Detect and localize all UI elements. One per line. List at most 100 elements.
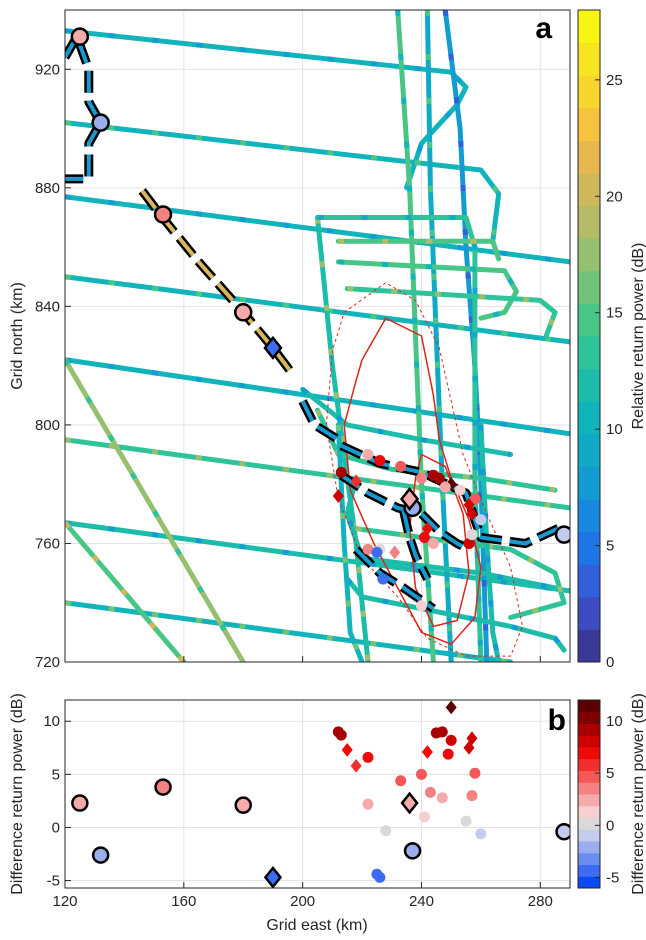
panel-letter-a: a	[535, 12, 552, 45]
colorbar-swatch-b	[578, 758, 600, 771]
colorbar-swatch-b	[578, 876, 600, 889]
marker-highlight	[399, 486, 420, 512]
colorbar-swatch-a	[578, 303, 600, 337]
ticks-b: 120 160 200 240 280 -5 0 5 10	[43, 713, 552, 910]
marker	[466, 506, 478, 521]
x-tick-label-b: 200	[290, 893, 315, 910]
contour-dashed	[325, 282, 524, 657]
colorbar-swatch-a	[578, 629, 600, 663]
marker	[377, 573, 389, 585]
x-tick-label-b: 120	[52, 893, 77, 910]
flight-track-variation	[424, 10, 454, 662]
panel-b: 120 160 200 240 280 -5 0 5 10 Grid east (km) Dif…	[9, 693, 646, 934]
marker	[421, 521, 433, 536]
y-tick-label-b: 0	[52, 819, 60, 836]
point	[415, 768, 427, 780]
flight-track-variation	[317, 215, 484, 662]
x-tick-label-b: 280	[528, 893, 553, 910]
panel-letter-b: b	[548, 704, 566, 737]
colorbar-swatch-a	[578, 140, 600, 174]
point	[436, 726, 448, 738]
colorbar-swatch-a	[578, 75, 600, 109]
colorbar-swatch-b	[578, 723, 600, 736]
x-tick-label-b: 160	[171, 893, 196, 910]
flight-track-variation	[345, 577, 567, 652]
colorbar-swatch-b	[578, 817, 600, 830]
segment-core	[401, 510, 430, 580]
colorbar-swatch-b	[578, 711, 600, 724]
marker-highlight	[263, 335, 283, 360]
colorbar-swatch-a	[578, 499, 600, 533]
colorbar-tick-label-a: 5	[606, 538, 614, 555]
point	[350, 758, 362, 773]
colorbar-frame-a	[577, 9, 601, 663]
marker-highlight	[233, 303, 253, 322]
y-tick-label-a: 920	[35, 61, 60, 78]
colorbar-swatch-a	[578, 564, 600, 598]
flight-track	[395, 10, 436, 662]
flight-track-variation	[301, 387, 512, 457]
colorbar-swatch-a	[578, 107, 600, 141]
flight-track-variation	[335, 424, 365, 662]
y-axis-label-a: Grid north (km)	[9, 282, 26, 390]
colorbar-swatch-a	[578, 205, 600, 239]
flight-track	[65, 357, 570, 437]
colorbar-tick-label-b: -5	[606, 870, 619, 887]
y-tick-label-a: 760	[35, 535, 60, 552]
point-highlight	[91, 846, 110, 864]
colorbar-frame-b	[577, 699, 601, 889]
segment-core	[140, 189, 293, 373]
flight-track	[335, 238, 502, 262]
segment-core	[340, 473, 470, 552]
y-tick-label-a: 840	[35, 298, 60, 315]
marker-highlight	[70, 27, 90, 46]
plot-frame-a	[64, 9, 571, 663]
y-tick-label-a: 880	[35, 180, 60, 197]
y-tick-label-a: 720	[35, 654, 60, 671]
marker	[469, 493, 481, 505]
colorbar-swatch-a	[578, 42, 600, 76]
point	[380, 825, 392, 837]
points-b	[71, 700, 570, 888]
marker	[439, 481, 451, 493]
point	[362, 798, 374, 810]
marker	[362, 449, 374, 461]
point	[466, 790, 478, 802]
colorbar-swatch-a	[578, 596, 600, 630]
point	[421, 745, 433, 759]
colorbar-swatch-a	[578, 531, 600, 565]
plot-frame-b	[64, 699, 571, 889]
colorbar-tick-label-b: 0	[606, 817, 614, 834]
colorbar-swatch-b	[578, 852, 600, 865]
point-highlight	[403, 842, 422, 860]
point	[424, 786, 436, 798]
colorbar-swatch-a	[578, 336, 600, 370]
y-tick-label-b: -5	[47, 873, 60, 890]
colorbar-swatch-b	[578, 829, 600, 842]
y-axis-label-b: Difference return power (dB)	[9, 693, 26, 895]
y-tick-label-b: 10	[43, 713, 60, 730]
colorbar-swatch-a	[578, 238, 600, 272]
point	[460, 815, 472, 827]
point-highlight	[71, 794, 89, 812]
point	[445, 700, 457, 715]
colorbar-swatch-a	[578, 173, 600, 207]
point	[445, 734, 457, 746]
flight-track-variation	[338, 259, 520, 321]
ticks-a: 720 760 800 840 880 920	[35, 61, 541, 671]
colorbar-tick-label-a: 10	[606, 421, 623, 438]
colorbar-tick-label-a: 25	[606, 72, 623, 89]
point-highlight	[400, 791, 419, 815]
segment-core	[340, 443, 565, 546]
colorbar-tick-label-a: 15	[606, 305, 623, 322]
flight-track-variation	[478, 424, 502, 662]
colorbar-swatch-b	[578, 735, 600, 748]
colorbar-swatch-a	[578, 270, 600, 304]
marker	[371, 546, 383, 558]
colorbar-label-b: Difference return power (dB)	[630, 693, 646, 895]
point	[395, 775, 407, 787]
colorbar-tick-label-a: 20	[606, 188, 623, 205]
segment-core	[65, 34, 103, 181]
segment-core	[354, 547, 435, 611]
colorbar-swatch-a	[578, 433, 600, 467]
